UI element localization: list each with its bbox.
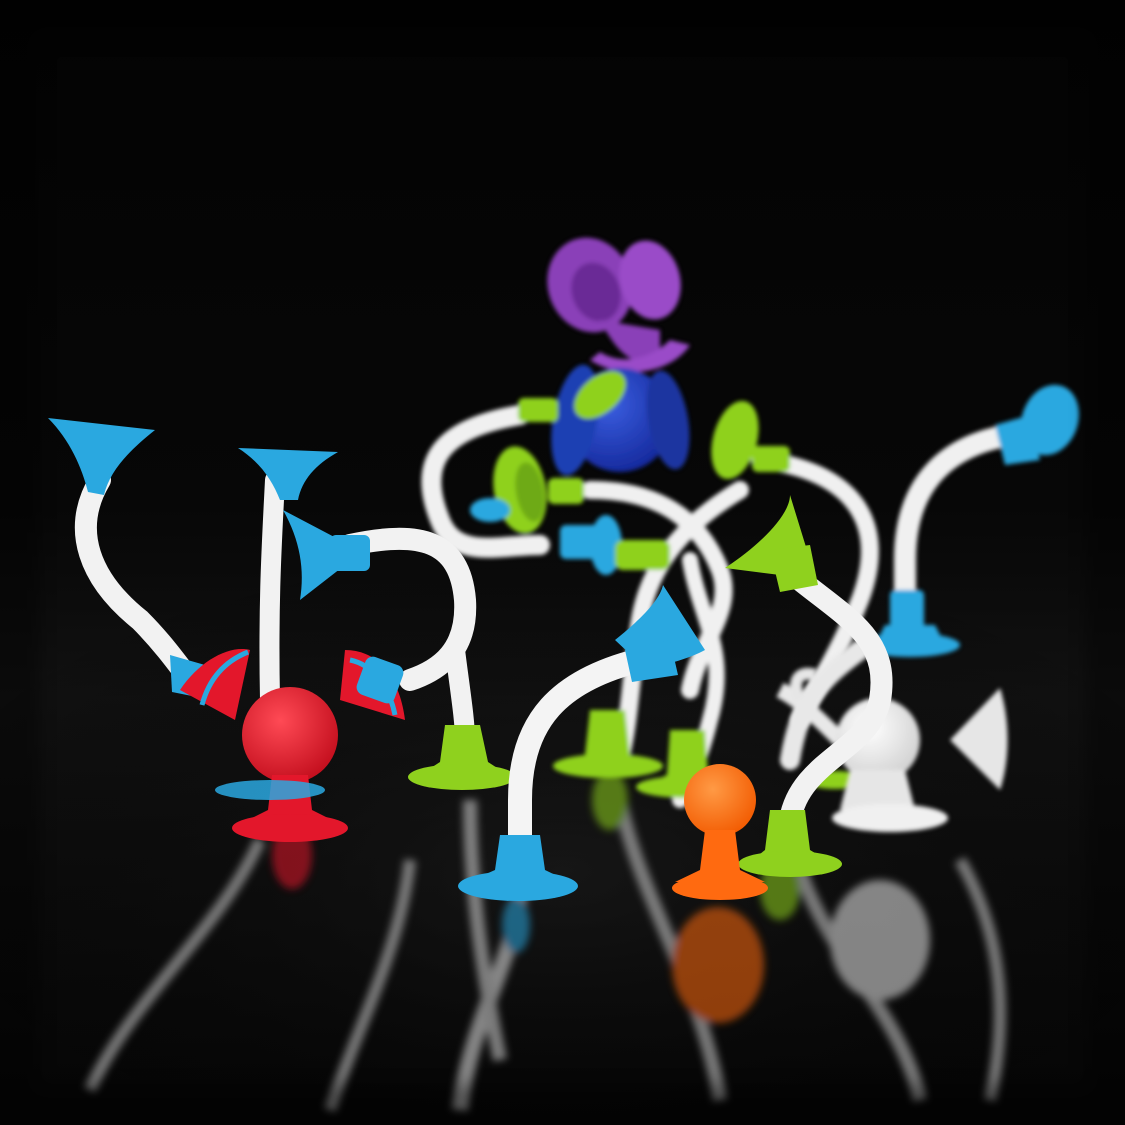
purple-piece xyxy=(547,237,690,372)
front-blue-piece xyxy=(458,585,705,901)
orange-ball-piece xyxy=(672,764,768,900)
white-ball-piece xyxy=(776,640,1008,832)
middle-blue-stem xyxy=(238,448,338,710)
blue-arm-to-lime xyxy=(283,510,516,790)
red-ball-piece xyxy=(180,649,405,842)
navy-piece xyxy=(518,364,690,476)
lime-stem-piece xyxy=(725,495,893,877)
lime-cup-right xyxy=(711,400,790,480)
blue-cup-back xyxy=(560,515,622,575)
